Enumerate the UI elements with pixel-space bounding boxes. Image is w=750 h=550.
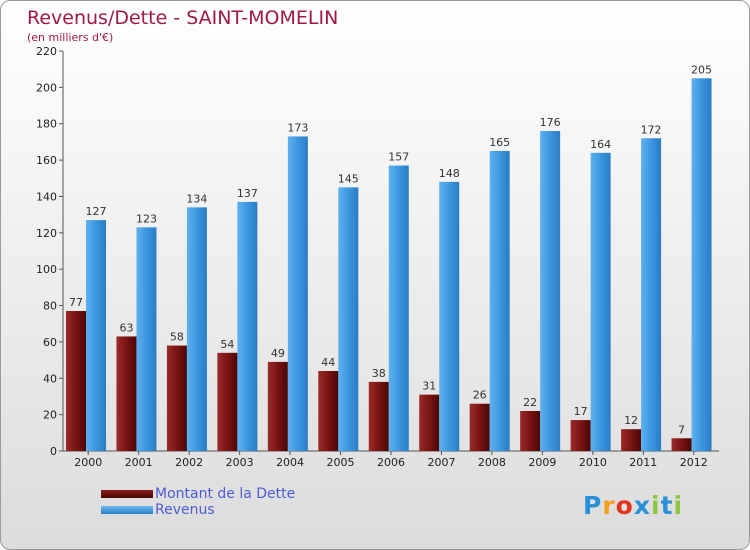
x-tick-label: 2010 — [579, 456, 607, 469]
chart-title: Revenus/Dette - SAINT-MOMELIN — [27, 7, 339, 29]
bar-dette — [621, 429, 642, 451]
legend-label-dette: Montant de la Dette — [155, 486, 296, 502]
x-tick-label: 2006 — [377, 456, 405, 469]
bar-dette — [66, 311, 86, 451]
bar-dette — [217, 352, 238, 451]
value-label-revenus: 157 — [388, 151, 409, 164]
bar-revenus — [540, 131, 561, 451]
bar-dette — [671, 438, 692, 451]
logo-letter: o — [615, 491, 634, 520]
value-label-dette: 17 — [574, 405, 588, 418]
bar-revenus — [388, 165, 409, 451]
bar-revenus — [338, 187, 359, 451]
x-tick-label: 2011 — [629, 456, 657, 469]
x-tick-label: 2012 — [680, 456, 708, 469]
logo-letter: P — [583, 491, 603, 520]
value-label-revenus: 165 — [489, 136, 510, 149]
legend-label-revenus: Revenus — [155, 502, 215, 518]
bar-revenus — [86, 220, 106, 451]
value-label-dette: 38 — [372, 367, 386, 380]
x-tick-label: 2004 — [276, 456, 304, 469]
value-label-dette: 49 — [271, 347, 285, 360]
value-label-revenus: 148 — [439, 167, 460, 180]
value-label-revenus: 134 — [186, 192, 207, 205]
bar-dette — [570, 420, 591, 451]
bar-dette — [520, 411, 541, 451]
bar-revenus — [489, 151, 510, 451]
value-label-revenus: 205 — [691, 63, 712, 76]
bar-revenus — [691, 78, 712, 451]
x-tick-label: 2009 — [528, 456, 556, 469]
logo-letter: t — [660, 491, 674, 520]
y-tick-label: 100 — [36, 263, 57, 276]
y-tick-label: 200 — [36, 81, 57, 94]
value-label-revenus: 127 — [86, 205, 107, 218]
bar-revenus — [590, 152, 611, 451]
x-tick-label: 2000 — [74, 456, 102, 469]
value-label-revenus: 137 — [237, 187, 258, 200]
x-tick-label: 2005 — [327, 456, 355, 469]
bar-revenus — [641, 138, 662, 452]
logo-letter: x — [633, 491, 651, 520]
y-tick-label: 80 — [43, 300, 57, 313]
value-label-revenus: 172 — [641, 123, 662, 136]
value-label-revenus: 145 — [338, 172, 359, 185]
value-label-dette: 12 — [624, 414, 638, 427]
bar-revenus — [439, 181, 460, 451]
y-tick-label: 140 — [36, 190, 57, 203]
value-label-dette: 7 — [678, 423, 685, 436]
x-tick-label: 2002 — [175, 456, 203, 469]
logo-letter: i — [651, 491, 661, 520]
bar-dette — [318, 371, 339, 451]
value-label-dette: 22 — [523, 396, 537, 409]
value-label-dette: 31 — [422, 380, 436, 393]
bar-dette — [166, 345, 187, 451]
x-tick-label: 2001 — [125, 456, 153, 469]
value-label-revenus: 123 — [136, 212, 157, 225]
bar-dette — [368, 381, 389, 451]
value-label-dette: 58 — [170, 331, 184, 344]
bar-revenus — [136, 227, 157, 451]
x-tick-label: 2008 — [478, 456, 506, 469]
value-label-revenus: 164 — [590, 138, 611, 151]
y-tick-label: 20 — [43, 409, 57, 422]
bar-revenus — [287, 136, 308, 452]
value-label-dette: 54 — [220, 338, 234, 351]
chart-subtitle: (en milliers d'€) — [27, 31, 114, 44]
x-tick-label: 2003 — [226, 456, 254, 469]
value-label-dette: 26 — [473, 389, 487, 402]
y-tick-label: 160 — [36, 154, 57, 167]
value-label-revenus: 173 — [287, 121, 308, 134]
value-label-dette: 77 — [69, 296, 83, 309]
proxiti-logo: Proxiti — [583, 491, 683, 520]
bar-dette — [419, 394, 440, 451]
bar-revenus — [237, 201, 258, 451]
logo-letter: r — [602, 491, 616, 520]
bar-dette — [116, 336, 137, 451]
legend-swatch-revenus — [101, 506, 153, 514]
y-tick-label: 120 — [36, 227, 57, 240]
bar-revenus — [186, 207, 207, 451]
y-tick-label: 0 — [50, 445, 57, 458]
value-label-dette: 63 — [119, 321, 133, 334]
x-tick-label: 2007 — [427, 456, 455, 469]
y-tick-label: 220 — [36, 45, 57, 58]
y-tick-label: 180 — [36, 118, 57, 131]
value-label-dette: 44 — [321, 356, 335, 369]
y-tick-label: 40 — [43, 372, 57, 385]
value-label-revenus: 176 — [540, 116, 561, 129]
bar-dette — [469, 403, 490, 451]
logo-letter: i — [673, 491, 684, 520]
y-tick-label: 60 — [43, 336, 57, 349]
bar-dette — [267, 361, 288, 451]
legend-swatch-dette — [101, 490, 153, 498]
